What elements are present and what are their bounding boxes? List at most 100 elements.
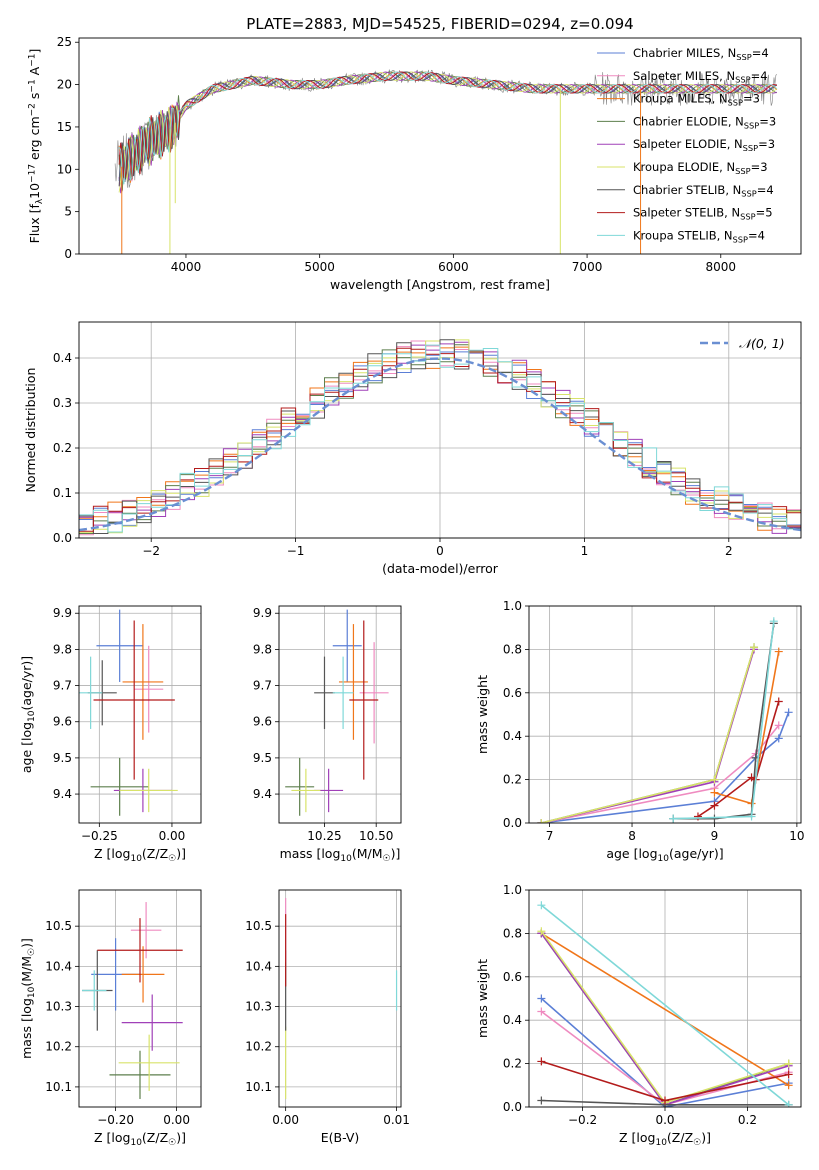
y-tick-label: 10.5 [45, 919, 72, 933]
x-tick-label: 0 [436, 544, 444, 558]
legend-label: Chabrier ELODIE, NSSP=3 [633, 114, 776, 130]
y-tick-label: 0.2 [503, 1057, 522, 1071]
y-tick-label: 9.5 [53, 751, 72, 765]
x-tick-label: 0.00 [159, 829, 186, 843]
mass-weight-marker [784, 1100, 793, 1107]
y-axis-label: mass weight [475, 675, 490, 754]
mass-weight-line [673, 623, 775, 820]
x-tick-label: 10.50 [359, 829, 393, 843]
panel-mass-weight-vs-age: 7 8 9 10 0.0 0.2 0.4 0.6 0.8 1.0 age [log10(age/yr… [475, 599, 805, 864]
y-tick-label: 9.4 [53, 787, 72, 801]
axes-frame [528, 605, 802, 824]
legend-label: Chabrier MILES, NSSP=4 [633, 46, 769, 62]
plot-area-mass-vs-Z [82, 902, 183, 1099]
mass-weight-marker [774, 721, 783, 730]
mass-weight-marker [784, 1081, 793, 1090]
mass-weight-marker [537, 819, 546, 823]
y-tick-label: 1.0 [503, 599, 522, 613]
mass-weight-marker [693, 812, 702, 821]
model-spectrum-line [118, 71, 778, 185]
x-tick-label: 7 [546, 829, 554, 843]
model-spectrum-line [118, 71, 778, 193]
y-tick-label: 1.0 [503, 883, 522, 897]
legend-label: Kroupa ELODIE, NSSP=3 [633, 160, 768, 176]
y-tick-label: 9.9 [53, 606, 72, 620]
y-tick-label: 9.6 [253, 715, 272, 729]
plot-area-age-vs-Z [79, 609, 178, 816]
mass-weight-marker [537, 1007, 546, 1016]
axes-frame [78, 889, 202, 1108]
legend-histogram: 𝒩(0, 1) [700, 336, 785, 351]
y-tick-label: 0 [64, 247, 72, 261]
y-tick-label: 9.9 [253, 606, 272, 620]
y-tick-label: 0.2 [53, 441, 72, 455]
mass-weight-marker [710, 788, 719, 797]
x-tick-label: −0.2 [568, 1113, 597, 1127]
x-tick-label: 7000 [572, 260, 603, 274]
panel-spectrum: 4000 5000 6000 7000 8000 0 5 10 15 20 25 wavelength… [27, 35, 802, 292]
y-axis-label: mass [log10(M/M☉)] [19, 938, 37, 1059]
axes-frame [278, 605, 402, 824]
axes-frame [278, 889, 402, 1108]
x-tick-label: 1 [581, 544, 589, 558]
mass-weight-marker [710, 814, 719, 823]
y-axis-label: mass weight [475, 959, 490, 1038]
x-tick-label: 0.01 [383, 1113, 410, 1127]
mass-weight-marker [537, 1096, 546, 1105]
y-tick-label: 10 [57, 162, 72, 176]
y-tick-label: 10.4 [245, 959, 272, 973]
y-axis-label: Flux [fλ10−17 erg cm−2 s−1 A−1] [27, 49, 45, 244]
mass-weight-marker [784, 1070, 793, 1079]
x-tick-label: 10.25 [307, 829, 341, 843]
y-tick-label: 15 [57, 120, 72, 134]
model-spectrum-line [118, 71, 778, 180]
y-tick-label: 10.4 [45, 959, 72, 973]
mass-weight-marker [784, 708, 793, 717]
x-tick-label: 8000 [706, 260, 737, 274]
y-tick-label: 0.0 [503, 816, 522, 830]
mass-weight-marker [537, 927, 546, 936]
y-tick-label: 9.4 [253, 787, 272, 801]
y-tick-label: 0.0 [53, 531, 72, 545]
x-tick-label: −1 [287, 544, 305, 558]
x-tick-label: −2 [142, 544, 160, 558]
y-tick-label: 20 [57, 78, 72, 92]
x-tick-label: 0.2 [738, 1113, 757, 1127]
y-tick-label: 10.2 [45, 1040, 72, 1054]
x-tick-label: 2 [725, 544, 733, 558]
mass-weight-marker [537, 901, 546, 910]
x-axis-label: Z [log10(Z/Z☉)] [94, 1130, 186, 1148]
legend-label: Kroupa STELIB, NSSP=4 [633, 228, 765, 244]
y-tick-label: 5 [64, 205, 72, 219]
legend-label: Chabrier STELIB, NSSP=4 [633, 183, 774, 199]
x-tick-label: 9 [711, 829, 719, 843]
mass-weight-marker [710, 775, 719, 784]
y-tick-label: 10.2 [245, 1040, 272, 1054]
panel-mass-weight-vs-Z: −0.2 0.0 0.2 0.0 0.2 0.4 0.6 0.8 1.0 Z [log10(Z/Z… [475, 883, 802, 1148]
x-tick-label: −0.25 [81, 829, 118, 843]
y-tick-label: 0.6 [503, 970, 522, 984]
panel-mass-vs-EBV: 0.00 0.01 10.1 10.2 10.3 10.4 10.5 E(B-V) [245, 889, 410, 1145]
histogram-steps [79, 344, 801, 533]
panel-age-vs-Z: −0.25 0.00 9.4 9.5 9.6 9.7 9.8 9.9 Z [log10(Z/Z☉… [19, 605, 202, 864]
y-tick-label: 0.2 [503, 773, 522, 787]
y-axis-label: Normed distribution [23, 368, 38, 493]
plot-area-spectrum [114, 69, 778, 254]
mass-weight-line [673, 621, 775, 820]
y-tick-label: 9.5 [253, 751, 272, 765]
legend-label: Salpeter ELODIE, NSSP=3 [633, 137, 775, 153]
x-axis-label: age [log10(age/yr)] [606, 846, 723, 864]
y-tick-label: 9.6 [53, 715, 72, 729]
mass-weight-line [540, 904, 790, 1106]
y-tick-label: 0.0 [503, 1100, 522, 1114]
y-tick-label: 0.4 [503, 1013, 522, 1027]
y-tick-label: 10.3 [245, 1000, 272, 1014]
x-tick-label: 0.00 [272, 1113, 299, 1127]
mass-weight-marker [710, 801, 719, 810]
y-tick-label: 0.8 [503, 642, 522, 656]
mass-weight-marker [747, 812, 756, 821]
mass-weight-marker [774, 697, 783, 706]
x-axis-label: wavelength [Angstrom, rest frame] [330, 277, 550, 292]
axes-frame [78, 37, 802, 255]
x-tick-label: 5000 [304, 260, 335, 274]
